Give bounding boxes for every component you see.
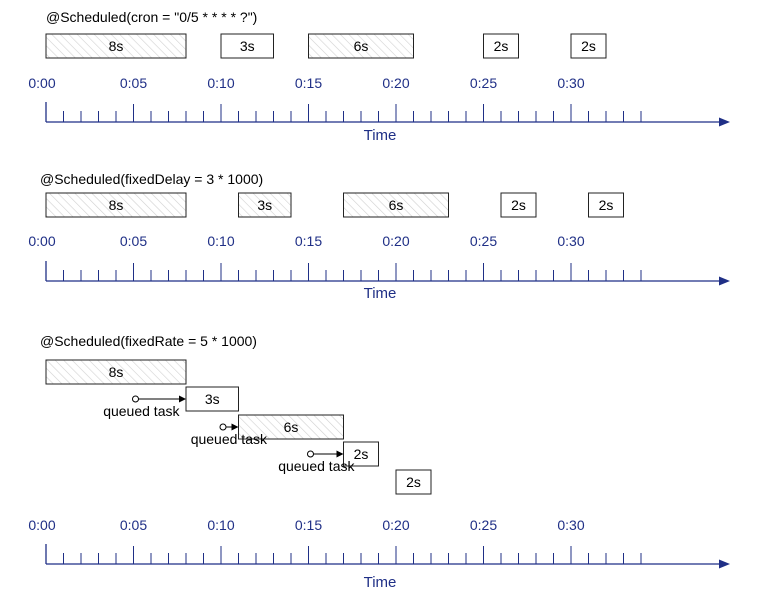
axis-tick-label: 0:10 bbox=[207, 233, 234, 249]
task-duration-label: 2s bbox=[406, 474, 421, 490]
queued-origin-dot bbox=[219, 423, 227, 431]
task-duration-label: 6s bbox=[389, 197, 404, 213]
axis-tick-label: 0:10 bbox=[207, 75, 234, 91]
task-block: 3s bbox=[220, 33, 274, 59]
panel-title-fixed-rate: @Scheduled(fixedRate = 5 * 1000) bbox=[40, 333, 257, 349]
axis-tick-label: 0:15 bbox=[295, 517, 322, 533]
task-block: 2s bbox=[483, 33, 519, 59]
task-block: 3s bbox=[185, 386, 239, 412]
task-box bbox=[588, 192, 624, 218]
task-box bbox=[45, 359, 187, 385]
task-box bbox=[395, 469, 432, 495]
queued-row: queued task queued task queued task bbox=[103, 395, 355, 474]
task-duration-label: 2s bbox=[511, 197, 526, 213]
panel-title-cron: @Scheduled(cron = "0/5 * * * * ?") bbox=[46, 9, 257, 25]
task-box bbox=[483, 33, 519, 59]
task-duration-label: 8s bbox=[109, 38, 124, 54]
axis-arrow-head bbox=[719, 559, 730, 569]
task-box bbox=[343, 441, 379, 467]
task-duration-label: 8s bbox=[109, 197, 124, 213]
queued-arrow-head bbox=[336, 450, 344, 458]
task-box bbox=[500, 192, 537, 218]
task-block: 2s bbox=[570, 33, 607, 59]
task-block: 6s bbox=[238, 414, 344, 440]
task-block: 2s bbox=[500, 192, 537, 218]
task-block: 6s bbox=[308, 33, 414, 59]
task-block: 6s bbox=[343, 192, 449, 218]
axis-arrow-head bbox=[719, 276, 730, 286]
task-box bbox=[343, 192, 449, 218]
queued-task-label: queued task bbox=[278, 458, 355, 474]
task-duration-label: 3s bbox=[205, 391, 220, 407]
panel-title-fixed-delay: @Scheduled(fixedDelay = 3 * 1000) bbox=[40, 171, 263, 187]
task-row: 8s 3s 6s 2s 2s bbox=[45, 192, 624, 218]
axis-tick-label: 0:05 bbox=[120, 75, 147, 91]
task-duration-label: 2s bbox=[494, 38, 509, 54]
task-block: 3s bbox=[238, 192, 292, 218]
task-box bbox=[238, 414, 344, 440]
task-box bbox=[570, 33, 607, 59]
axis-title: Time bbox=[364, 574, 397, 591]
axis-tick-label: 0:30 bbox=[557, 233, 584, 249]
axis-arrow-head bbox=[719, 117, 730, 127]
task-duration-label: 6s bbox=[284, 419, 299, 435]
queued-task-marker: queued task bbox=[278, 450, 355, 474]
task-duration-label: 3s bbox=[257, 197, 272, 213]
task-box bbox=[185, 386, 239, 412]
task-block: 8s bbox=[45, 33, 187, 59]
task-row: 8s 3s 6s 2s 2s bbox=[45, 359, 432, 495]
axis-tick-label: 0:30 bbox=[557, 517, 584, 533]
task-box bbox=[238, 192, 292, 218]
task-box bbox=[45, 192, 187, 218]
time-axis: 0:00 0:05 0:10 0:15 0:20 0:25 0:30 Time bbox=[28, 517, 730, 591]
axis-tick-label: 0:00 bbox=[28, 75, 55, 91]
task-duration-label: 8s bbox=[109, 364, 124, 380]
axis-tick-label: 0:15 bbox=[295, 75, 322, 91]
panel-fixed-delay: @Scheduled(fixedDelay = 3 * 1000) 8s 3s 6s… bbox=[28, 171, 730, 302]
queued-task-label: queued task bbox=[191, 431, 268, 447]
task-block: 8s bbox=[45, 359, 187, 385]
axis-tick-label: 0:30 bbox=[557, 75, 584, 91]
queued-task-marker: queued task bbox=[191, 423, 268, 447]
axis-tick-label: 0:25 bbox=[470, 75, 497, 91]
axis-title: Time bbox=[364, 127, 397, 144]
task-duration-label: 3s bbox=[240, 38, 255, 54]
queued-arrow-head bbox=[179, 395, 186, 403]
task-duration-label: 2s bbox=[354, 446, 369, 462]
queued-task-label: queued task bbox=[103, 403, 180, 419]
queued-origin-dot bbox=[307, 450, 314, 458]
task-box bbox=[308, 33, 414, 59]
axis-tick-label: 0:20 bbox=[382, 517, 409, 533]
axis-tick-label: 0:25 bbox=[470, 233, 497, 249]
axis-tick-label: 0:20 bbox=[382, 75, 409, 91]
axis-tick-label: 0:00 bbox=[28, 233, 55, 249]
axis-tick-label: 0:10 bbox=[207, 517, 234, 533]
time-axis: 0:00 0:05 0:10 0:15 0:20 0:25 0:30 Time bbox=[28, 75, 730, 144]
task-duration-label: 6s bbox=[354, 38, 369, 54]
queued-origin-dot bbox=[132, 395, 139, 403]
queued-arrow-head bbox=[231, 423, 239, 431]
task-block: 8s bbox=[45, 192, 187, 218]
axis-tick-label: 0:15 bbox=[295, 233, 322, 249]
axis-tick-label: 0:00 bbox=[28, 517, 55, 533]
axis-tick-label: 0:05 bbox=[120, 517, 147, 533]
axis-tick-label: 0:25 bbox=[470, 517, 497, 533]
axis-tick-label: 0:05 bbox=[120, 233, 147, 249]
time-axis: 0:00 0:05 0:10 0:15 0:20 0:25 0:30 Time bbox=[28, 233, 730, 302]
task-block: 2s bbox=[395, 469, 432, 495]
task-box bbox=[45, 33, 187, 59]
panel-fixed-rate: @Scheduled(fixedRate = 5 * 1000) 8s 3s 6s 2… bbox=[28, 333, 730, 591]
task-duration-label: 2s bbox=[599, 197, 614, 213]
axis-title: Time bbox=[364, 285, 397, 302]
panel-cron: @Scheduled(cron = "0/5 * * * * ?") 8s 3s 6… bbox=[28, 9, 730, 144]
axis-tick-label: 0:20 bbox=[382, 233, 409, 249]
task-box bbox=[220, 33, 274, 59]
task-row: 8s 3s 6s 2s 2s bbox=[45, 33, 607, 59]
task-duration-label: 2s bbox=[581, 38, 596, 54]
queued-task-marker: queued task bbox=[103, 395, 186, 419]
task-block: 2s bbox=[588, 192, 624, 218]
task-block: 2s bbox=[343, 441, 379, 467]
